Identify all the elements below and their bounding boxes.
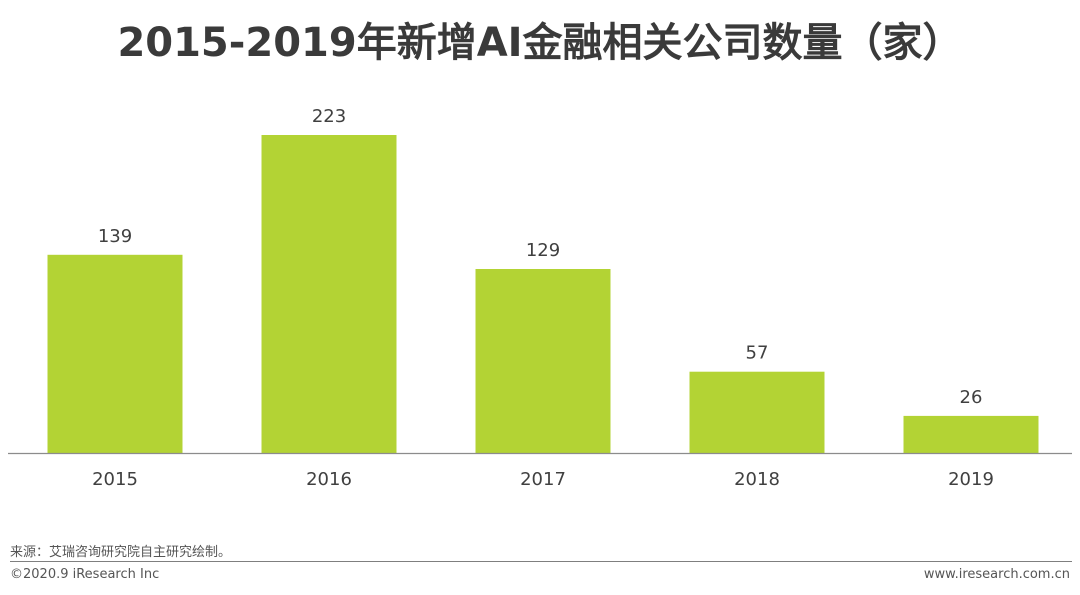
bar-2017: [475, 269, 611, 453]
tick-labels-group: 2015 2016 2017 2018 2019: [92, 469, 994, 490]
bar-2016: [261, 135, 397, 453]
bar-chart: 139 223 129 57 26 2015 2016 2017 2018 2019: [8, 106, 1072, 490]
chart-title: 2015-2019年新增AI金融相关公司数量（家）: [117, 20, 963, 66]
tick-label-2015: 2015: [92, 469, 138, 490]
tick-label-2019: 2019: [948, 469, 994, 490]
footer-divider: [10, 561, 1072, 562]
bars-group: [47, 135, 1039, 453]
value-label-2019: 26: [960, 387, 983, 408]
value-label-2015: 139: [98, 226, 132, 247]
website-link[interactable]: www.iresearch.com.cn: [923, 567, 1070, 582]
value-label-2018: 57: [746, 343, 769, 364]
tick-label-2017: 2017: [520, 469, 566, 490]
bar-2019: [903, 415, 1039, 453]
copyright-text: ©2020.9 iResearch Inc: [10, 567, 160, 582]
bar-2015: [47, 254, 183, 453]
source-note: 来源：艾瑞咨询研究院自主研究绘制。: [10, 545, 232, 560]
value-label-2016: 223: [312, 106, 346, 127]
bar-2018: [689, 371, 825, 453]
tick-label-2018: 2018: [734, 469, 780, 490]
value-labels-group: 139 223 129 57 26: [98, 106, 983, 408]
value-label-2017: 129: [526, 240, 560, 261]
tick-label-2016: 2016: [306, 469, 352, 490]
